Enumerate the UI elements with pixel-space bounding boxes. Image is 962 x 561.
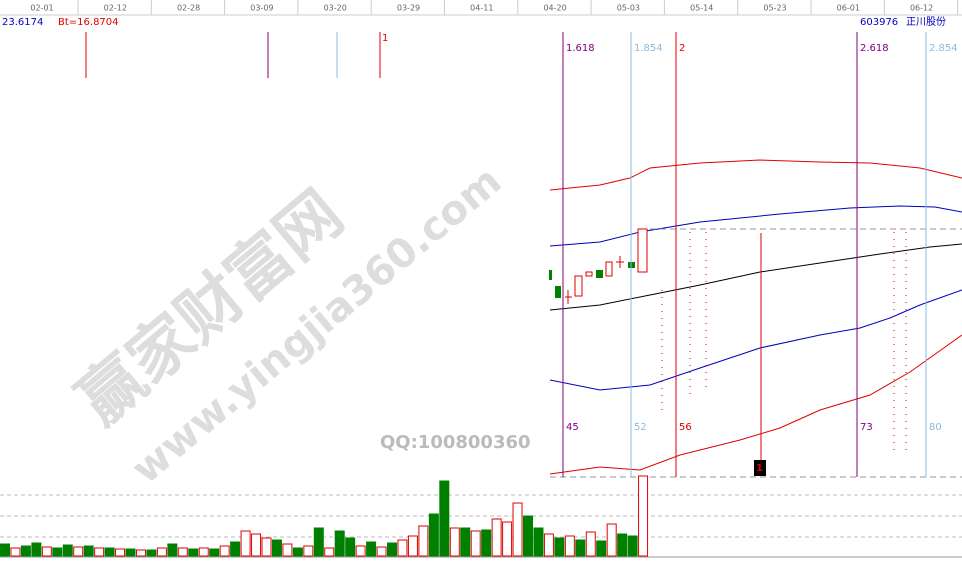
volume-bar bbox=[73, 546, 84, 557]
volume-bar bbox=[617, 533, 628, 557]
volume-bar bbox=[470, 530, 481, 557]
volume-bar bbox=[41, 546, 52, 557]
candles bbox=[549, 228, 648, 304]
volume-bar bbox=[627, 535, 638, 557]
volume-bar bbox=[209, 548, 220, 557]
fib-day: 52 bbox=[634, 422, 647, 433]
volume-bar bbox=[334, 530, 345, 557]
volume-bar bbox=[52, 547, 63, 557]
volume-bar bbox=[240, 530, 251, 557]
top-marker: 1 bbox=[382, 33, 388, 44]
volume-bar bbox=[407, 535, 418, 557]
date-label: 04-11 bbox=[470, 4, 493, 13]
date-label: 05-14 bbox=[690, 4, 713, 13]
fib-ratio: 2 bbox=[679, 43, 685, 54]
fib-ratio: 1.618 bbox=[566, 43, 595, 54]
volume-bar bbox=[345, 537, 356, 557]
volume-bar bbox=[596, 540, 607, 557]
volume-bar bbox=[125, 548, 136, 557]
volume-bar bbox=[533, 527, 544, 557]
date-label: 02-01 bbox=[30, 4, 53, 13]
volume-bar bbox=[271, 539, 282, 557]
volume-bar bbox=[554, 537, 565, 557]
volume-bar bbox=[512, 502, 523, 557]
volume-bar bbox=[523, 515, 533, 557]
volume-bar bbox=[10, 547, 21, 557]
volume-bar bbox=[585, 531, 596, 557]
dotted-lines bbox=[661, 232, 907, 450]
volume-bar bbox=[376, 546, 387, 557]
date-label: 05-03 bbox=[617, 4, 640, 13]
volume-bar bbox=[439, 480, 450, 557]
volume-bar bbox=[606, 523, 617, 557]
volume-bar bbox=[418, 525, 429, 557]
volume-bar bbox=[94, 547, 105, 557]
fib-day: 80 bbox=[929, 422, 942, 433]
volume-bar bbox=[219, 545, 230, 557]
short-lines bbox=[85, 32, 766, 476]
date-label: 04-20 bbox=[543, 4, 566, 13]
volume-bar bbox=[366, 541, 377, 557]
volume-bar bbox=[261, 537, 272, 557]
volume-bar bbox=[146, 549, 157, 557]
volume-bar bbox=[428, 513, 439, 557]
volume-bar bbox=[292, 547, 303, 557]
watermark-qq: QQ:100800360 bbox=[380, 432, 531, 453]
fib-ratio: 2.854 bbox=[929, 43, 958, 54]
volume-bar bbox=[251, 533, 262, 557]
date-label: 03-09 bbox=[250, 4, 273, 13]
date-label: 02-28 bbox=[177, 4, 200, 13]
fib-ratio: 2.618 bbox=[860, 43, 889, 54]
date-label: 02-12 bbox=[104, 4, 127, 13]
volume-bar bbox=[355, 545, 366, 557]
volume-bar bbox=[198, 547, 209, 557]
volume-bar bbox=[491, 518, 502, 557]
bt-label: Bt=16.8704 bbox=[58, 17, 119, 28]
volume-bar bbox=[543, 533, 554, 557]
volume-bar bbox=[104, 547, 115, 557]
volume-bar bbox=[303, 545, 314, 557]
date-label: 03-20 bbox=[324, 4, 347, 13]
stock-code: 603976 bbox=[860, 17, 898, 28]
fib-ratio: 1.854 bbox=[634, 43, 663, 54]
volume-bar bbox=[387, 542, 398, 557]
volume-bar bbox=[502, 521, 513, 557]
volume-bar bbox=[481, 529, 492, 557]
volume-bar bbox=[115, 548, 126, 557]
volume-bar bbox=[83, 545, 94, 557]
volume-bar bbox=[20, 545, 31, 557]
volume-bar bbox=[313, 527, 324, 557]
volume-bar bbox=[460, 527, 471, 557]
volume-bar bbox=[449, 527, 460, 557]
volume-bar bbox=[135, 549, 146, 557]
fib-day: 73 bbox=[860, 422, 873, 433]
volume-bar bbox=[62, 544, 73, 557]
fib-day: 56 bbox=[679, 422, 692, 433]
volume-bar bbox=[188, 548, 199, 557]
date-label: 06-12 bbox=[910, 4, 933, 13]
volume-bar bbox=[397, 539, 408, 557]
marker: 1 bbox=[756, 463, 763, 474]
volume-bar bbox=[0, 543, 10, 557]
date-label: 03-29 bbox=[397, 4, 420, 13]
volume-bar bbox=[324, 547, 335, 557]
volume-bar bbox=[156, 547, 167, 557]
volume-bar bbox=[31, 542, 42, 557]
volume-bar bbox=[282, 543, 293, 557]
volume-bar bbox=[177, 547, 188, 557]
price-label: 23.6174 bbox=[2, 17, 43, 28]
volume-bar bbox=[230, 541, 241, 557]
bands bbox=[0, 159, 962, 558]
fib-day: 45 bbox=[566, 422, 579, 433]
volume-bar bbox=[564, 535, 575, 557]
volume-bar bbox=[638, 475, 649, 557]
volume-bar bbox=[575, 539, 586, 557]
date-label: 06-01 bbox=[837, 4, 860, 13]
date-label: 05-23 bbox=[763, 4, 786, 13]
stock-name: 正川股份 bbox=[906, 16, 946, 28]
volume-bar bbox=[167, 543, 178, 557]
